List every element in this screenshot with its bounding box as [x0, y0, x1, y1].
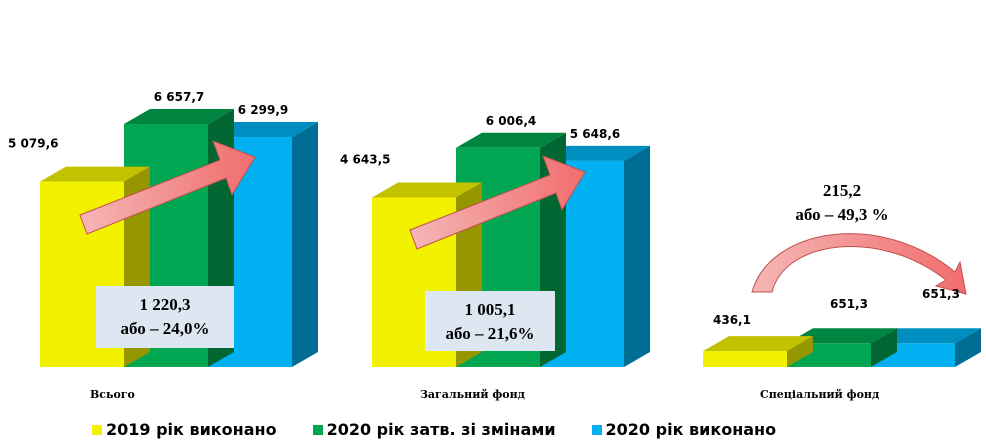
- value-label-c0-s2: 6 299,9: [238, 103, 288, 117]
- bar-c2-s0: [703, 351, 787, 367]
- legend-item-2020-planned: 2020 рік затв. зі змінами: [312, 420, 556, 439]
- value-label-c1-s2: 5 648,6: [570, 127, 620, 141]
- category-label-0: Всього: [90, 388, 135, 401]
- annotation-line2-0: або – 24,0%: [120, 319, 209, 338]
- growth-arrow-0: [79, 140, 256, 235]
- category-label-2: Спеціальний фонд: [760, 388, 879, 401]
- annotation-box-1: [425, 291, 555, 351]
- value-label-c0-s1: 6 657,7: [154, 90, 204, 104]
- legend-item-2019: 2019 рік виконано: [92, 420, 277, 439]
- value-label-c2-s2: 651,3: [922, 287, 960, 301]
- bar-side-c1-s2: [624, 145, 650, 367]
- bar-top-c0-s2: [208, 122, 318, 138]
- bar-top-c0-s1: [124, 108, 234, 124]
- value-label-c1-s1: 6 006,4: [486, 114, 536, 128]
- annotation-line1-1: 1 005,1: [465, 300, 516, 319]
- value-label-c1-s0: 4 643,5: [340, 153, 390, 167]
- legend-swatch-2019: [92, 424, 102, 435]
- bar-top-c2-s0: [703, 336, 813, 352]
- bar-top-c0-s0: [40, 166, 150, 182]
- annotation-line1-0: 1 220,3: [140, 295, 191, 314]
- value-label-c0-s0: 5 079,6: [8, 137, 58, 151]
- category-label-1: Загальний фонд: [420, 388, 525, 401]
- bar-side-c2-s1: [871, 328, 897, 367]
- growth-arrow-1: [409, 155, 586, 250]
- legend-item-2020-actual: 2020 рік виконано: [591, 420, 777, 439]
- value-label-c2-s0: 436,1: [713, 313, 751, 327]
- annotation-box-0: [96, 286, 234, 348]
- legend-label-2020-actual: 2020 рік виконано: [605, 420, 777, 439]
- legend-swatch-2020-actual: [591, 424, 602, 435]
- legend-swatch-2020-planned: [312, 424, 323, 435]
- bar-side-c2-s0: [787, 336, 813, 367]
- bar-side-c0-s2: [292, 122, 318, 367]
- annotation-line2-1: або – 21,6%: [445, 324, 534, 343]
- bar-top-c1-s1: [456, 132, 566, 148]
- bar-side-c2-s2: [955, 328, 981, 367]
- curved-arrow: [751, 233, 967, 295]
- bar-top-c1-s2: [540, 145, 650, 161]
- bar-top-c2-s2: [871, 328, 981, 344]
- legend: 2019 рік виконано 2020 рік затв. зі змін…: [92, 420, 972, 439]
- legend-label-2019: 2019 рік виконано: [106, 420, 277, 439]
- bar-top-c1-s0: [372, 182, 482, 198]
- value-label-c2-s1: 651,3: [830, 297, 868, 311]
- bar-top-c2-s1: [787, 328, 897, 344]
- annotation-line1-2: 215,2: [823, 181, 861, 200]
- annotation-line2-2: або – 49,3 %: [795, 205, 888, 224]
- legend-label-2020-planned: 2020 рік затв. зі змінами: [326, 420, 556, 439]
